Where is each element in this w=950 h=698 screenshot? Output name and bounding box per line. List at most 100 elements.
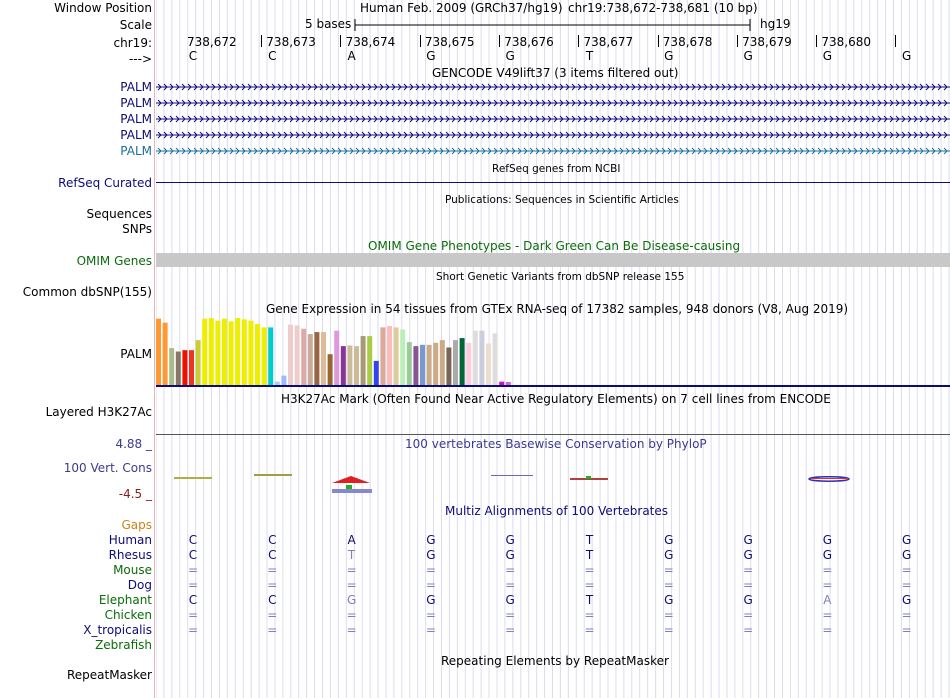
- multiz-base: =: [584, 608, 595, 622]
- strand-arrow: [823, 131, 828, 139]
- strand-arrow: [691, 147, 696, 155]
- strand-arrow: [763, 115, 768, 123]
- strand-arrow: [535, 115, 540, 123]
- strand-arrow: [193, 115, 198, 123]
- multiz-base: G: [902, 533, 912, 547]
- strand-arrow: [943, 83, 948, 91]
- multiz-species-label[interactable]: Rhesus: [108, 548, 152, 562]
- strand-arrow: [601, 131, 606, 139]
- dbsnp-track-label[interactable]: Common dbSNP(155): [22, 285, 152, 299]
- strand-arrow: [649, 131, 654, 139]
- strand-arrow: [205, 115, 210, 123]
- strand-arrow: [883, 147, 888, 155]
- strand-arrow: [385, 83, 390, 91]
- strand-arrow: [577, 99, 582, 107]
- strand-arrow: [913, 99, 918, 107]
- multiz-base: =: [505, 623, 516, 637]
- multiz-base: =: [187, 608, 199, 622]
- omim-track-label[interactable]: OMIM Genes: [76, 254, 152, 268]
- gtex-track-label[interactable]: PALM: [120, 347, 152, 361]
- strand-arrow: [469, 147, 474, 155]
- strand-arrow: [817, 131, 822, 139]
- strand-arrow: [259, 147, 264, 155]
- strand-arrow: [631, 99, 636, 107]
- strand-arrow: [301, 99, 306, 107]
- strand-arrow: [913, 83, 918, 91]
- multiz-species-label[interactable]: X_tropicalis: [83, 623, 152, 637]
- gencode-item-label[interactable]: PALM: [120, 96, 152, 110]
- strand-arrow: [691, 83, 696, 91]
- strand-arrow: [307, 115, 312, 123]
- strand-arrow: [433, 99, 438, 107]
- strand-arrow: [415, 131, 420, 139]
- strand-arrow: [229, 115, 234, 123]
- strand-arrow: [397, 115, 402, 123]
- omim-track-title: OMIM Gene Phenotypes - Dark Green Can Be…: [368, 239, 741, 253]
- strand-arrow: [277, 131, 282, 139]
- strand-arrow: [619, 131, 624, 139]
- multiz-species-label[interactable]: Zebrafish: [95, 638, 152, 652]
- strand-arrow: [319, 83, 324, 91]
- multiz-base: =: [346, 563, 357, 577]
- strand-arrow: [637, 115, 642, 123]
- strand-arrow: [265, 147, 270, 155]
- strand-arrow: [415, 147, 420, 155]
- gencode-features[interactable]: [156, 80, 950, 160]
- h3k27ac-baseline: [156, 434, 950, 435]
- strand-arrow: [715, 131, 720, 139]
- strand-arrow: [361, 99, 366, 107]
- phylop-plot[interactable]: [156, 468, 950, 498]
- multiz-species-label[interactable]: Elephant: [98, 593, 152, 607]
- strand-arrow: [463, 99, 468, 107]
- strand-arrow: [463, 83, 468, 91]
- snps-track-label[interactable]: SNPs: [122, 222, 152, 236]
- position-tick: 738,677: [583, 35, 634, 49]
- strand-arrow: [865, 83, 870, 91]
- strand-arrow: [319, 99, 324, 107]
- gencode-item-label[interactable]: PALM: [120, 128, 152, 142]
- strand-arrow: [487, 99, 492, 107]
- multiz-species-label[interactable]: Dog: [127, 578, 152, 592]
- reference-base: C: [268, 49, 277, 63]
- strand-arrow: [199, 83, 204, 91]
- strand-arrow: [733, 99, 738, 107]
- multiz-base: T: [585, 548, 594, 562]
- strand-arrow: [757, 99, 762, 107]
- strand-arrow: [439, 83, 444, 91]
- gencode-item-label[interactable]: PALM: [120, 112, 152, 126]
- multiz-species-label[interactable]: Human: [108, 533, 152, 547]
- gtex-bar: [294, 325, 300, 385]
- gtex-bar-chart[interactable]: [156, 316, 950, 388]
- repeatmasker-track-label[interactable]: RepeatMasker: [66, 668, 152, 682]
- strand-arrow: [157, 131, 162, 139]
- h3k27ac-track-label[interactable]: Layered H3K27Ac: [45, 405, 152, 419]
- refseq-feature-line[interactable]: [156, 182, 950, 183]
- omim-feature-bar[interactable]: [156, 253, 950, 267]
- sequences-track-label[interactable]: Sequences: [86, 207, 152, 221]
- strand-arrow: [457, 131, 462, 139]
- strand-arrow: [475, 115, 480, 123]
- refseq-track-label[interactable]: RefSeq Curated: [58, 176, 152, 190]
- strand-arrow: [553, 83, 558, 91]
- strand-arrow: [223, 131, 228, 139]
- strand-arrow: [907, 83, 912, 91]
- strand-arrow: [343, 131, 348, 139]
- strand-arrow: [643, 99, 648, 107]
- gencode-item-label[interactable]: PALM: [120, 144, 152, 158]
- strand-arrow: [871, 147, 876, 155]
- multiz-species-label[interactable]: Chicken: [104, 608, 152, 622]
- strand-arrow: [751, 99, 756, 107]
- gencode-item-label[interactable]: PALM: [120, 80, 152, 94]
- strand-arrow: [535, 131, 540, 139]
- phylop-track-label[interactable]: 100 Vert. Cons: [63, 461, 152, 475]
- strand-arrow: [259, 115, 264, 123]
- strand-arrow: [667, 131, 672, 139]
- strand-arrow: [895, 115, 900, 123]
- strand-arrow: [937, 99, 942, 107]
- strand-arrow: [529, 115, 534, 123]
- strand-arrow: [403, 131, 408, 139]
- strand-arrow: [703, 115, 708, 123]
- strand-arrow: [199, 99, 204, 107]
- multiz-species-label[interactable]: Mouse: [113, 563, 152, 577]
- position-tick: 738,680: [821, 35, 872, 49]
